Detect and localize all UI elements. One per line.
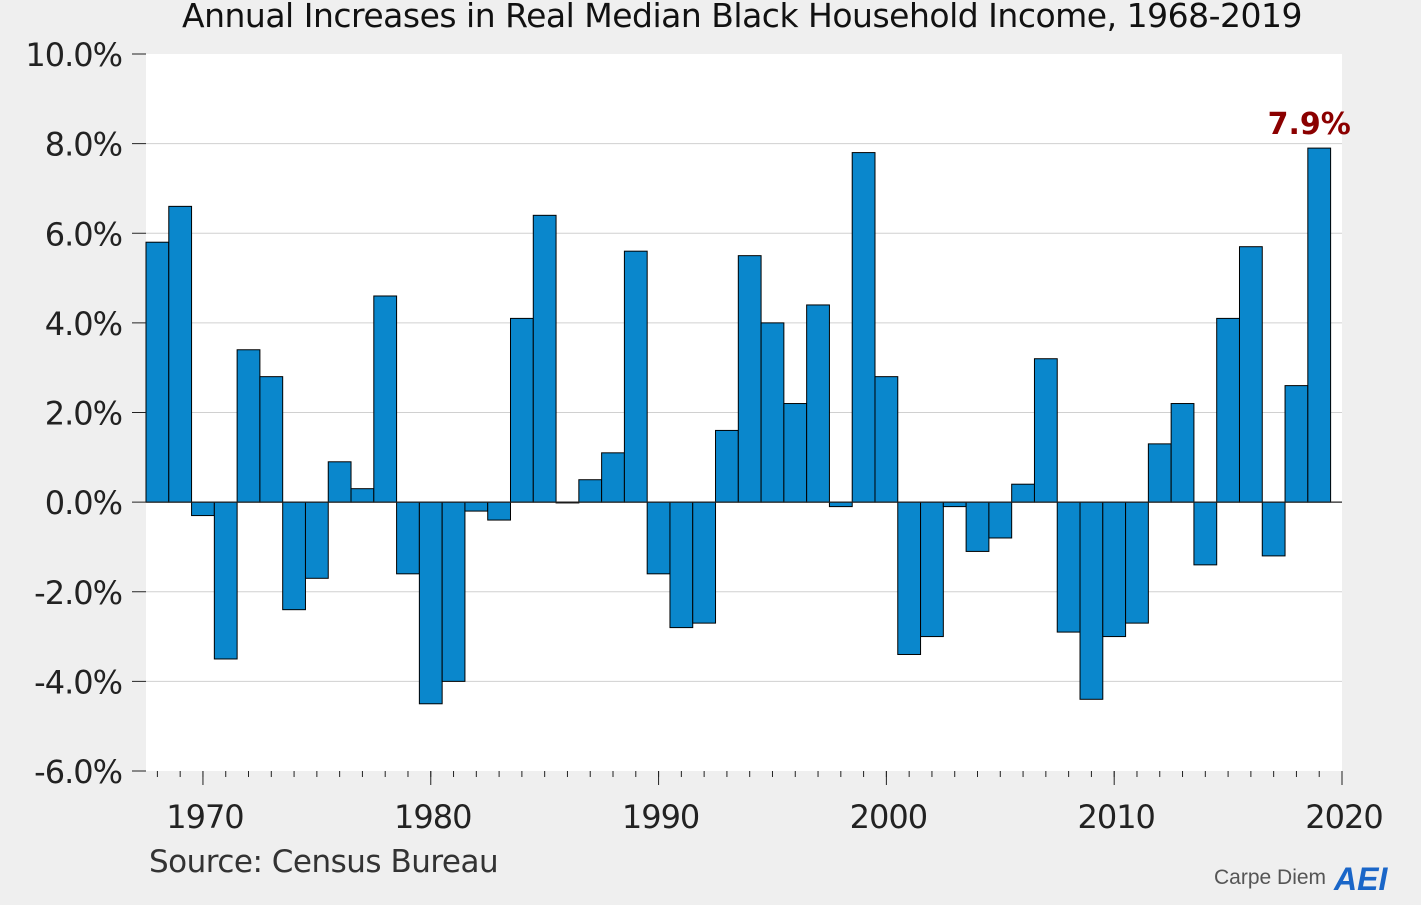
bar xyxy=(692,501,717,624)
bar xyxy=(988,501,1013,539)
bar xyxy=(441,501,466,682)
y-tick-label: 2.0% xyxy=(45,395,122,433)
bar xyxy=(396,501,420,575)
bar xyxy=(851,152,876,503)
y-tick-label: -6.0% xyxy=(34,753,122,791)
bar xyxy=(783,403,808,503)
bar xyxy=(965,501,990,552)
bar xyxy=(418,501,443,705)
bar xyxy=(1193,501,1218,566)
bar xyxy=(464,501,489,512)
bar xyxy=(1261,501,1286,557)
y-tick-label: 8.0% xyxy=(45,126,122,164)
y-tick-label: 4.0% xyxy=(45,305,122,343)
y-tick-label: 0.0% xyxy=(45,484,122,522)
bar xyxy=(1011,483,1035,503)
brand-text: Carpe Diem xyxy=(1214,866,1327,889)
bar xyxy=(760,322,785,503)
bar xyxy=(897,501,922,655)
bar xyxy=(1079,501,1104,700)
bar xyxy=(623,250,648,503)
bar xyxy=(715,429,739,503)
y-tick-label: -4.0% xyxy=(34,663,122,701)
axes xyxy=(132,53,1343,785)
bar xyxy=(327,461,352,503)
bar xyxy=(532,214,557,503)
bar xyxy=(1056,501,1081,633)
chart-title: Annual Increases in Real Median Black Ho… xyxy=(182,0,1302,35)
bar xyxy=(213,501,238,660)
bar xyxy=(509,317,534,503)
x-tick-label: 2020 xyxy=(1305,798,1382,836)
bar xyxy=(1170,403,1195,503)
bar xyxy=(282,501,306,611)
bar xyxy=(1238,246,1263,503)
bar xyxy=(259,376,284,503)
highlight-label: 7.9% xyxy=(1268,107,1351,142)
bar xyxy=(669,501,694,629)
bar xyxy=(601,452,625,503)
bar xyxy=(1033,358,1058,503)
bar xyxy=(828,501,853,508)
bar xyxy=(1307,147,1332,503)
bar xyxy=(806,304,830,503)
bar xyxy=(304,501,329,579)
bar xyxy=(191,501,215,517)
y-tick-label: 10.0% xyxy=(25,36,122,74)
bar xyxy=(1216,317,1240,503)
y-tick-label: 6.0% xyxy=(45,215,122,253)
x-tick-label: 1970 xyxy=(166,798,243,836)
bar xyxy=(1147,443,1172,503)
bar xyxy=(874,376,899,503)
bar xyxy=(487,501,511,521)
bar xyxy=(578,479,603,503)
tick-labels: -6.0% -4.0% -2.0% 0.0% 2.0% 4.0% 6.0% 8.0% 10.0%… xyxy=(25,36,1383,836)
bar xyxy=(942,501,967,508)
y-tick-label: -2.0% xyxy=(34,574,122,612)
bar xyxy=(350,488,375,503)
bar xyxy=(1102,501,1127,638)
x-tick-label: 1980 xyxy=(394,798,471,836)
bar xyxy=(1284,385,1309,503)
bar xyxy=(168,205,193,503)
x-tick-label: 1990 xyxy=(622,798,699,836)
bar xyxy=(373,295,398,503)
brand: Carpe Diem AEI xyxy=(1214,862,1394,894)
x-tick-label: 2000 xyxy=(850,798,927,836)
bar xyxy=(145,241,170,503)
x-tick-label: 2010 xyxy=(1077,798,1154,836)
bar xyxy=(737,255,762,503)
bars xyxy=(145,147,1332,705)
bar xyxy=(920,501,944,638)
bar xyxy=(646,501,671,575)
bar xyxy=(1125,501,1149,624)
source-note: Source: Census Bureau xyxy=(149,844,499,880)
bar xyxy=(236,349,261,503)
aei-logo-icon: AEI xyxy=(1333,862,1388,894)
aei-logo-text: AEI xyxy=(1333,862,1388,894)
